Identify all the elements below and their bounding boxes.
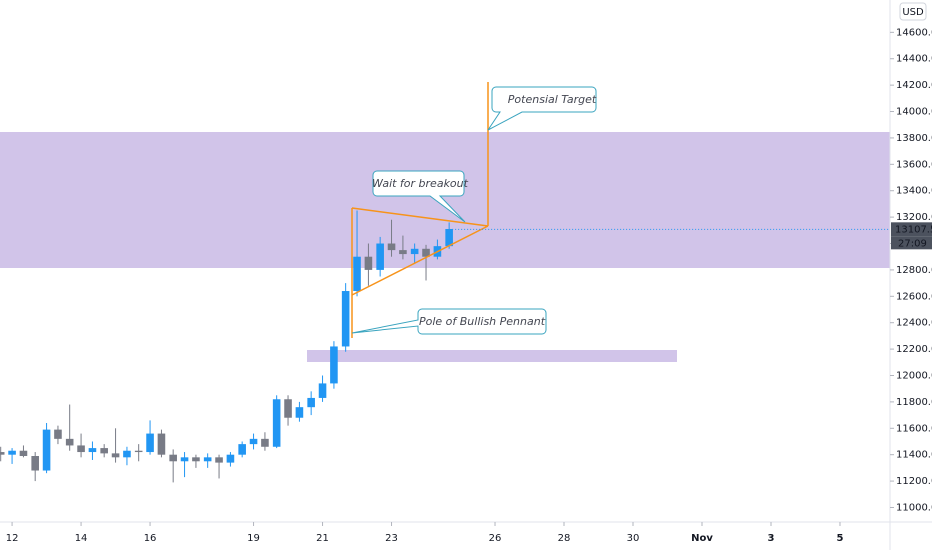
candle-body <box>399 250 407 255</box>
candle-body <box>215 457 223 463</box>
candle-body <box>169 454 177 462</box>
candle-body <box>445 228 453 247</box>
currency: USD <box>902 7 924 18</box>
y-tick-label: 12000.0 <box>896 370 932 381</box>
candle-body <box>146 433 154 453</box>
x-tick-label: 5 <box>836 533 843 544</box>
candle-body <box>192 457 200 462</box>
x-tick-label: 16 <box>144 533 157 544</box>
y-tick-label: 12200.0 <box>896 344 932 355</box>
candle-body <box>261 438 269 447</box>
candle-body <box>376 243 384 270</box>
y-tick-label: 14200.0 <box>896 80 932 91</box>
candle-body <box>42 429 51 471</box>
candle-body <box>8 450 16 455</box>
callouts <box>351 86 597 335</box>
candle-body <box>100 448 108 454</box>
pennant-lower <box>351 225 489 296</box>
countdown-label: 27:09 <box>898 238 927 249</box>
y-tick-label: 13800.0 <box>896 133 932 144</box>
x-tick-label: 30 <box>627 533 640 544</box>
y-tick-label: 11000.0 <box>896 502 932 513</box>
candle-body <box>65 438 74 446</box>
candle-body <box>19 450 28 457</box>
candle-body <box>54 429 62 439</box>
countdown-badge <box>891 236 932 250</box>
candles <box>0 210 453 483</box>
y-tick-label: 14600.0 <box>896 27 932 38</box>
candle-body <box>410 248 419 255</box>
annotation: Potensial Target <box>508 93 597 106</box>
y-tick-label: 11400.0 <box>896 450 932 461</box>
candle-body <box>330 346 338 384</box>
candle-body <box>387 243 396 251</box>
x-tick-label: 23 <box>385 533 398 544</box>
candle-body <box>111 453 120 458</box>
x-tick-label: Nov <box>691 533 713 544</box>
callout-pole <box>351 308 547 335</box>
candle-body <box>203 457 212 462</box>
y-tick-label: 12600.0 <box>896 291 932 302</box>
candle-body <box>180 457 189 462</box>
annotation: Pole of Bullish Pennant <box>419 315 546 328</box>
last-price-label: 13107.5 <box>895 224 932 235</box>
x-tick-label: 3 <box>768 533 775 544</box>
callout-breakout <box>372 170 466 223</box>
zones <box>0 132 890 362</box>
x-tick-label: 26 <box>489 533 502 544</box>
x-tick-label: 12 <box>6 533 19 544</box>
y-tick-label: 11800.0 <box>896 397 932 408</box>
candle-body <box>134 450 143 453</box>
candle-body <box>77 445 85 453</box>
y-tick-label: 13600.0 <box>896 159 932 170</box>
candle-body <box>422 248 430 257</box>
candle-body <box>88 448 97 453</box>
candle-body <box>272 399 281 447</box>
currency-badge <box>899 2 927 21</box>
x-tick-label: 14 <box>75 533 88 544</box>
resistance-zone <box>0 132 890 268</box>
candle-body <box>31 456 39 471</box>
candle-body <box>307 397 315 408</box>
candle-body <box>284 399 292 418</box>
x-tick-label: 19 <box>247 533 260 544</box>
last-price-badge <box>891 222 932 237</box>
y-tick-label: 13400.0 <box>896 186 932 197</box>
candle-body <box>341 291 350 347</box>
candle-body <box>249 438 258 445</box>
candle-body <box>353 256 361 292</box>
y-tick-label: 12800.0 <box>896 265 932 276</box>
y-tick-label: 11600.0 <box>896 423 932 434</box>
annotation: Wait for breakout <box>372 177 469 190</box>
candle-body <box>157 433 166 455</box>
y-tick-label: 14400.0 <box>896 54 932 65</box>
candle-body <box>364 256 373 270</box>
y-tick-label: 12400.0 <box>896 318 932 329</box>
x-tick-label: 21 <box>316 533 329 544</box>
support-zone <box>307 350 677 362</box>
pennant-upper <box>351 207 489 227</box>
pennant <box>351 82 489 338</box>
y-tick-label: 14000.0 <box>896 107 932 118</box>
candle-body <box>123 450 131 458</box>
candle-body <box>0 452 5 455</box>
candle-body <box>226 454 235 463</box>
callout-target <box>487 86 597 131</box>
x-tick-label: 28 <box>558 533 571 544</box>
candle-body <box>238 444 246 455</box>
y-tick-label: 13200.0 <box>896 212 932 223</box>
candle-body <box>295 407 304 418</box>
candle-body <box>318 383 327 398</box>
y-tick-label: 11200.0 <box>896 476 932 487</box>
